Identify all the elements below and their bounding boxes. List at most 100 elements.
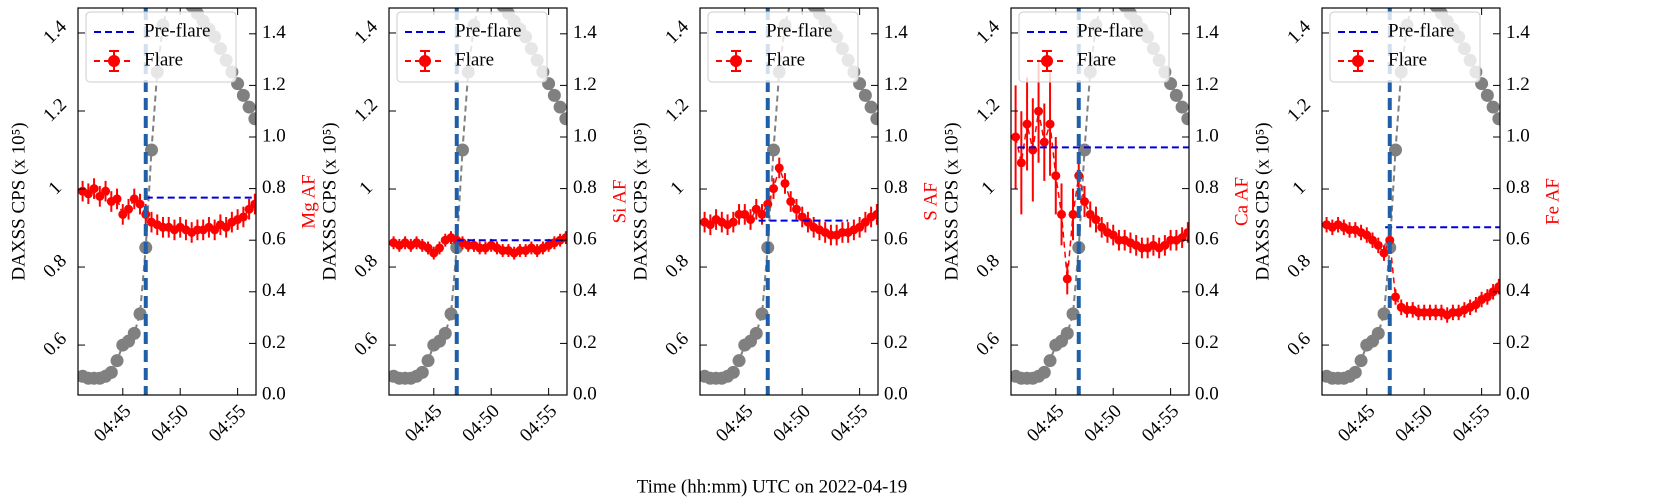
y2-tick-label: 0.2 [262, 332, 286, 353]
counts-point [133, 307, 147, 321]
y-tick-label: 1.4 [350, 16, 382, 48]
flare-point [763, 199, 773, 209]
legend-box [85, 11, 237, 83]
y2-axis-title: Fe AF [1542, 178, 1563, 225]
y-tick-label: 1.4 [661, 16, 693, 48]
flare-point [757, 209, 767, 219]
y-axis-title: DAXSS CPS (x 10⁵) [941, 122, 962, 280]
x-tick-label: 04:45 [712, 401, 757, 446]
x-tick-label: 04:50 [1080, 401, 1125, 446]
flare-point [118, 209, 128, 219]
legend-label: Flare [1077, 49, 1116, 70]
legend-label: Flare [455, 49, 494, 70]
y-tick-label: 1.2 [39, 94, 71, 126]
flare-point [435, 243, 445, 253]
counts-point [726, 365, 740, 379]
legend-label: Flare [144, 49, 183, 70]
y-tick-label: 1.2 [1283, 94, 1315, 126]
y2-tick-label: 0.8 [1195, 177, 1219, 198]
panel: 04:45 04:50 04:55 0.6 0.8 1 1.2 1.4 0.0 0.2 0.4 0.6… [630, 7, 941, 446]
counts-point [415, 365, 429, 379]
counts-point [858, 88, 872, 102]
counts-point [236, 88, 250, 102]
counts-point [444, 307, 458, 321]
flare-point [1085, 209, 1095, 219]
axes-frame [1010, 7, 1190, 396]
legend-label: Flare [766, 49, 805, 70]
flare-point [786, 197, 796, 206]
flare-point [89, 184, 99, 194]
flare-point [1057, 209, 1067, 219]
y-tick-label: 1 [44, 177, 66, 199]
counts-point [788, 8, 793, 9]
y2-tick-label: 1.4 [573, 22, 597, 43]
counts-point [732, 354, 746, 368]
y2-axis-title: Si AF [609, 180, 630, 224]
flare-point [728, 217, 738, 227]
flare-point [751, 204, 761, 214]
legend-box [1018, 11, 1170, 83]
panel: 04:45 04:50 04:55 0.6 0.8 1 1.2 1.4 0.0 0.2 0.4 0.6… [1252, 7, 1563, 446]
y2-tick-label: 0.6 [573, 229, 597, 250]
y-tick-label: 1.2 [661, 94, 693, 126]
flare-point [1011, 132, 1021, 142]
y2-tick-label: 0.8 [262, 177, 286, 198]
flare-point [1034, 106, 1044, 116]
flare-point [1022, 119, 1032, 129]
flare-point [1091, 215, 1101, 225]
y2-tick-label: 0.6 [262, 229, 286, 250]
flare-point [129, 194, 139, 204]
flare-point [1390, 292, 1400, 302]
flare-point [1471, 300, 1481, 310]
counts-point [1354, 354, 1368, 368]
flare-point [135, 199, 145, 209]
y2-tick-label: 1.4 [1195, 22, 1219, 43]
flare-point [797, 212, 807, 222]
flare-point [1051, 171, 1061, 181]
flare-point [1068, 209, 1078, 219]
flare-point [1062, 274, 1072, 284]
flare-point [791, 204, 801, 214]
flare-point [1379, 248, 1389, 258]
flare-point [1045, 119, 1055, 129]
y2-tick-label: 0.0 [884, 383, 908, 404]
flare-point [1039, 137, 1049, 147]
y2-tick-label: 0.0 [1506, 383, 1530, 404]
y-tick-label: 1 [355, 177, 377, 199]
counts-point [553, 100, 567, 114]
axes-frame [699, 7, 879, 396]
flare-point [221, 222, 231, 232]
y-tick-label: 0.8 [972, 250, 1004, 282]
flare-point [101, 186, 111, 196]
axes-frame [388, 7, 568, 396]
y2-tick-label: 1.4 [262, 22, 286, 43]
flare-point [1482, 292, 1492, 302]
y-tick-label: 1 [666, 177, 688, 199]
flare-point [746, 215, 756, 225]
y2-tick-label: 0.0 [573, 383, 597, 404]
counts-point [1060, 326, 1074, 340]
flare-point [1079, 197, 1089, 206]
axes-frame [1321, 7, 1501, 396]
y2-tick-label: 0.8 [884, 177, 908, 198]
x-tick-label: 04:45 [401, 401, 446, 446]
counts-point [1388, 143, 1402, 157]
x-axis-title: Time (hh:mm) UTC on 2022-04-19 [637, 476, 908, 497]
y2-axis-title: S AF [920, 182, 941, 221]
counts-point [1175, 100, 1189, 114]
y-tick-label: 0.8 [350, 250, 382, 282]
counts-point [144, 143, 158, 157]
flare-point [1183, 227, 1189, 237]
y-tick-label: 0.8 [39, 250, 71, 282]
flare-point [124, 204, 134, 214]
y2-tick-label: 0.4 [262, 280, 286, 301]
counts-point [490, 0, 503, 4]
flare-point [1097, 222, 1107, 232]
y-tick-label: 1 [977, 177, 999, 199]
counts-point [1037, 365, 1051, 379]
x-tick-label: 04:45 [1334, 401, 1379, 446]
y-tick-label: 1.2 [972, 94, 1004, 126]
counts-point [766, 143, 780, 157]
y2-tick-label: 1.2 [1506, 74, 1530, 95]
legend-label: Pre-flare [144, 20, 210, 41]
